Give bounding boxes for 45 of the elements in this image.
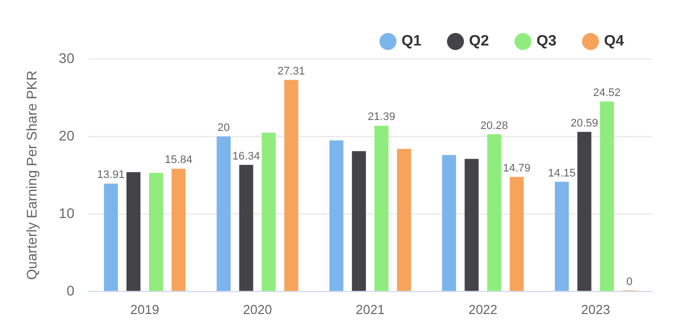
bar xyxy=(149,172,163,291)
y-tick-label: 10 xyxy=(58,204,75,221)
data-label: 15.84 xyxy=(164,154,192,166)
x-tick-label: 2021 xyxy=(356,302,385,317)
data-label: 20 xyxy=(218,122,230,134)
x-tick-label: 2020 xyxy=(243,302,272,317)
data-label: 13.91 xyxy=(97,169,125,182)
bar xyxy=(262,132,276,291)
bar xyxy=(104,184,118,291)
bar xyxy=(510,176,524,291)
legend-label: Q2 xyxy=(468,32,489,50)
bar xyxy=(487,134,502,291)
bar xyxy=(352,151,366,291)
bar xyxy=(216,136,231,291)
data-label: 16.34 xyxy=(232,150,260,162)
x-tick-label: 2019 xyxy=(130,302,160,317)
bar xyxy=(239,164,254,291)
y-tick-label: 0 xyxy=(66,282,75,298)
bar xyxy=(397,148,411,291)
y-tick-label: 30 xyxy=(58,50,75,66)
bar xyxy=(126,172,140,291)
legend-label: Q4 xyxy=(604,32,625,50)
bar xyxy=(374,126,388,291)
data-label: 20.59 xyxy=(570,117,598,130)
data-label: 14.79 xyxy=(502,162,530,174)
x-tick-label: 2023 xyxy=(581,302,610,317)
bar xyxy=(554,182,569,291)
data-label: 14.15 xyxy=(548,167,576,180)
bar xyxy=(284,80,298,291)
y-axis-title: Quarterly Earning Per Share PKR xyxy=(23,70,40,280)
legend-label: Q3 xyxy=(536,32,556,50)
data-label: 21.39 xyxy=(368,111,396,124)
data-label: 20.28 xyxy=(480,120,508,132)
bar xyxy=(442,155,456,291)
data-label: 0 xyxy=(626,276,633,288)
bar xyxy=(329,140,344,291)
legend-label: Q1 xyxy=(401,32,422,50)
bar xyxy=(600,101,614,291)
bar xyxy=(172,168,186,291)
bar xyxy=(464,158,479,291)
y-tick-label: 20 xyxy=(58,127,75,144)
x-tick-label: 2022 xyxy=(468,302,498,317)
data-label: 24.52 xyxy=(593,86,621,99)
data-label: 27.31 xyxy=(278,65,306,78)
bar xyxy=(577,132,592,291)
